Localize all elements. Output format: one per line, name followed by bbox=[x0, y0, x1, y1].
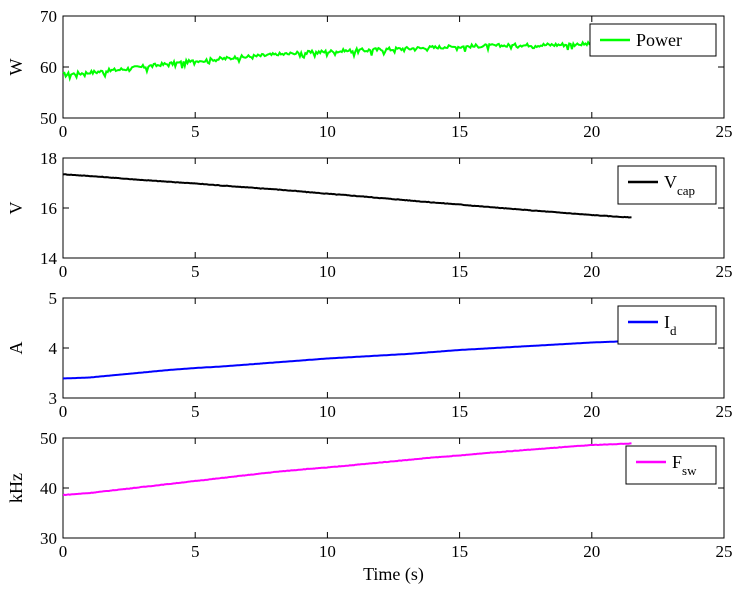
x-tick-label: 10 bbox=[319, 262, 336, 281]
panel-4: 0 5 10 15 20 25 30 40 50 kHz Time (s) Fsw bbox=[6, 429, 733, 585]
x-tick-label: 5 bbox=[191, 262, 200, 281]
y-tick-label: 4 bbox=[49, 339, 58, 358]
x-tick-label: 25 bbox=[716, 402, 733, 421]
x-tick-label: 25 bbox=[716, 262, 733, 281]
legend-box bbox=[625, 445, 717, 485]
axes-frame bbox=[62, 437, 725, 539]
x-tick-label: 5 bbox=[191, 542, 200, 561]
y-tick-label: 14 bbox=[40, 249, 58, 268]
axes-frame bbox=[62, 157, 725, 259]
series-line-f bbox=[62, 442, 632, 497]
x-tick-label: 0 bbox=[59, 262, 68, 281]
y-tick-label: 18 bbox=[40, 149, 57, 168]
legend-subscript: d bbox=[670, 323, 677, 338]
y-tick-label: 30 bbox=[40, 529, 57, 548]
panel-1: 0 5 10 15 20 25 50 60 70 W Power bbox=[6, 7, 733, 141]
x-tick-label: 15 bbox=[451, 402, 468, 421]
legend-label: Power bbox=[636, 30, 682, 50]
legend: Power bbox=[589, 23, 717, 57]
y-tick-label: 50 bbox=[40, 429, 57, 448]
legend: Fsw bbox=[625, 445, 717, 485]
x-tick-label: 5 bbox=[191, 122, 200, 141]
x-tick-label: 20 bbox=[583, 542, 600, 561]
axes-frame bbox=[62, 297, 725, 399]
x-tick-label: 20 bbox=[583, 122, 600, 141]
x-tick-label: 15 bbox=[451, 542, 468, 561]
x-tick-label: 25 bbox=[716, 542, 733, 561]
y-tick-label: 70 bbox=[40, 7, 57, 26]
y-tick-label: 40 bbox=[40, 479, 57, 498]
legend-subscript: sw bbox=[682, 463, 697, 478]
y-axis-label: W bbox=[6, 59, 26, 76]
y-tick-label: 5 bbox=[49, 289, 58, 308]
legend-box bbox=[617, 165, 717, 205]
series-line-i bbox=[62, 340, 632, 380]
x-tick-label: 10 bbox=[319, 402, 336, 421]
y-axis-label: V bbox=[6, 202, 26, 215]
x-tick-label: 10 bbox=[319, 122, 336, 141]
x-tick-label: 5 bbox=[191, 402, 200, 421]
x-tick-label: 15 bbox=[451, 122, 468, 141]
y-tick-label: 50 bbox=[40, 109, 57, 128]
x-axis-label: Time (s) bbox=[363, 564, 424, 585]
x-tick-label: 15 bbox=[451, 262, 468, 281]
x-tick-label: 25 bbox=[716, 122, 733, 141]
series-line-v bbox=[62, 173, 632, 219]
series-line-power bbox=[62, 40, 633, 82]
legend: Vcap bbox=[617, 165, 717, 205]
panel-2: 0 5 10 15 20 25 14 16 18 V Vcap bbox=[6, 149, 733, 281]
legend-box bbox=[617, 305, 717, 345]
x-tick-label: 0 bbox=[59, 122, 68, 141]
y-tick-label: 16 bbox=[40, 199, 57, 218]
y-tick-label: 3 bbox=[49, 389, 58, 408]
x-tick-label: 20 bbox=[583, 262, 600, 281]
y-axis-label: kHz bbox=[6, 473, 26, 503]
x-tick-label: 0 bbox=[59, 542, 68, 561]
x-tick-label: 0 bbox=[59, 402, 68, 421]
x-tick-label: 20 bbox=[583, 402, 600, 421]
y-axis-label: A bbox=[6, 342, 26, 355]
legend-subscript: cap bbox=[677, 183, 695, 198]
x-tick-label: 10 bbox=[319, 542, 336, 561]
y-tick-label: 60 bbox=[40, 58, 57, 77]
panel-3: 0 5 10 15 20 25 3 4 5 A Id bbox=[6, 289, 733, 421]
legend: Id bbox=[617, 305, 717, 345]
